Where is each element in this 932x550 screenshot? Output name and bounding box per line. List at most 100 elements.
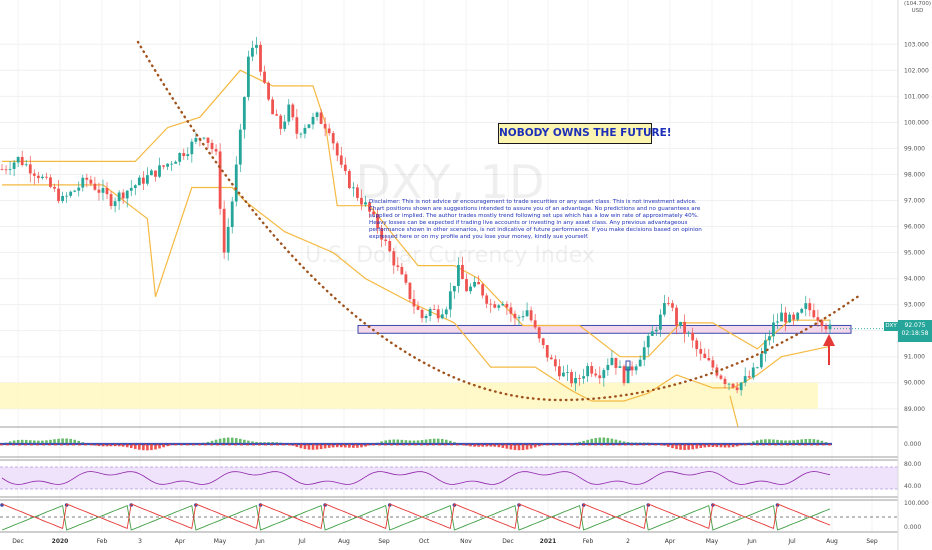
macd-bar [760, 439, 763, 444]
candle-body [133, 185, 137, 188]
macd-bar [45, 440, 48, 444]
watermark-subtitle: U.S. Dollar Currency Index [305, 243, 595, 268]
macd-bar [327, 444, 331, 448]
candle-body [703, 353, 707, 358]
macd-bar [606, 437, 610, 444]
macd-bar [105, 444, 109, 447]
macd-bar [618, 440, 622, 444]
candle-body [622, 366, 626, 384]
candle-body [424, 315, 428, 319]
candle-body [335, 143, 339, 156]
candle-body [158, 165, 161, 177]
macd-bar [590, 438, 593, 444]
candle-body [129, 187, 133, 191]
macd-bar [77, 440, 81, 444]
candle-body [242, 97, 246, 130]
candle-body [93, 183, 97, 190]
candle-body [586, 366, 590, 377]
candle-body [372, 211, 375, 215]
x-tick-label: Dec [502, 538, 514, 545]
x-tick-label: May [214, 538, 227, 545]
candle-body [202, 137, 206, 139]
macd-bar [400, 439, 404, 444]
candle-body [392, 251, 396, 266]
dotted-curve [136, 40, 860, 402]
candle-body [747, 376, 751, 378]
candle-body [416, 306, 420, 310]
candle-body [327, 128, 331, 134]
y-tick-label: 98.000 [904, 171, 925, 178]
candle-body [784, 312, 787, 323]
candle-body [590, 366, 594, 374]
macd-bar [517, 444, 521, 451]
macd-bar [501, 444, 505, 448]
candle-body [89, 179, 93, 184]
candle-body [513, 313, 517, 319]
candle-body [457, 264, 460, 286]
candle-body [396, 265, 400, 267]
macd-bar [699, 444, 703, 448]
candle-body [521, 316, 525, 318]
candle-body [20, 156, 24, 166]
candle-body [489, 303, 493, 305]
candle-body [465, 279, 468, 292]
x-tick-label: Jun [254, 538, 265, 545]
macd-bar [311, 444, 315, 450]
candles [0, 36, 832, 396]
support-zone [357, 324, 852, 334]
macd-bar [477, 444, 480, 447]
macd-bar [331, 444, 335, 448]
macd-bar [138, 444, 141, 450]
candle-body [768, 336, 771, 341]
x-tick-label: Apr [175, 538, 186, 545]
candle-body [638, 359, 642, 367]
candle-body [667, 303, 670, 304]
macd-bar [816, 439, 820, 444]
candle-body [501, 303, 505, 306]
candle-body [626, 366, 630, 384]
candle-body [97, 189, 101, 193]
macd-bar [719, 444, 723, 448]
stoch-label-low: 0.000 [904, 524, 921, 531]
y-tick-label: 89.000 [904, 406, 925, 413]
macd-bar [117, 444, 121, 447]
candle-body [646, 335, 650, 348]
macd-bar [727, 444, 731, 448]
countdown: 02:18:58 [901, 330, 929, 337]
y-tick-label: 93.000 [904, 302, 925, 309]
candle-body [351, 187, 355, 189]
candle-body [28, 164, 32, 174]
candle-body [650, 331, 654, 336]
macd-bar [497, 444, 501, 448]
candle-body [0, 169, 4, 171]
candle-body [562, 372, 565, 377]
candle-body [606, 364, 610, 371]
macd-bar [436, 438, 440, 444]
callout-box[interactable]: NOBODY OWNS THE FUTURE! [498, 123, 672, 144]
macd-bar [408, 440, 412, 444]
candle-body [16, 156, 20, 163]
y-tick-label: 103.000 [904, 41, 929, 48]
candle-body [800, 308, 804, 313]
macd-bar [594, 438, 598, 444]
x-tick-label: Sep [866, 538, 878, 545]
candle-body [719, 375, 723, 379]
candle-body [24, 164, 28, 166]
candle-body [113, 201, 117, 207]
candle-body [537, 327, 541, 339]
candle-body [141, 177, 145, 184]
candle-body [291, 104, 295, 118]
macd-bar [396, 439, 400, 444]
macd-bar [57, 438, 60, 444]
candle-body [428, 309, 432, 316]
macd-bar [707, 444, 711, 448]
macd-bar [768, 439, 771, 444]
cycle-spike [729, 395, 739, 428]
y-tick-label: 101.000 [904, 93, 929, 100]
candle-body [448, 291, 452, 310]
drawings [136, 40, 898, 402]
macd-bar [695, 444, 699, 449]
candle-body [533, 320, 537, 328]
candle-body [541, 338, 545, 346]
